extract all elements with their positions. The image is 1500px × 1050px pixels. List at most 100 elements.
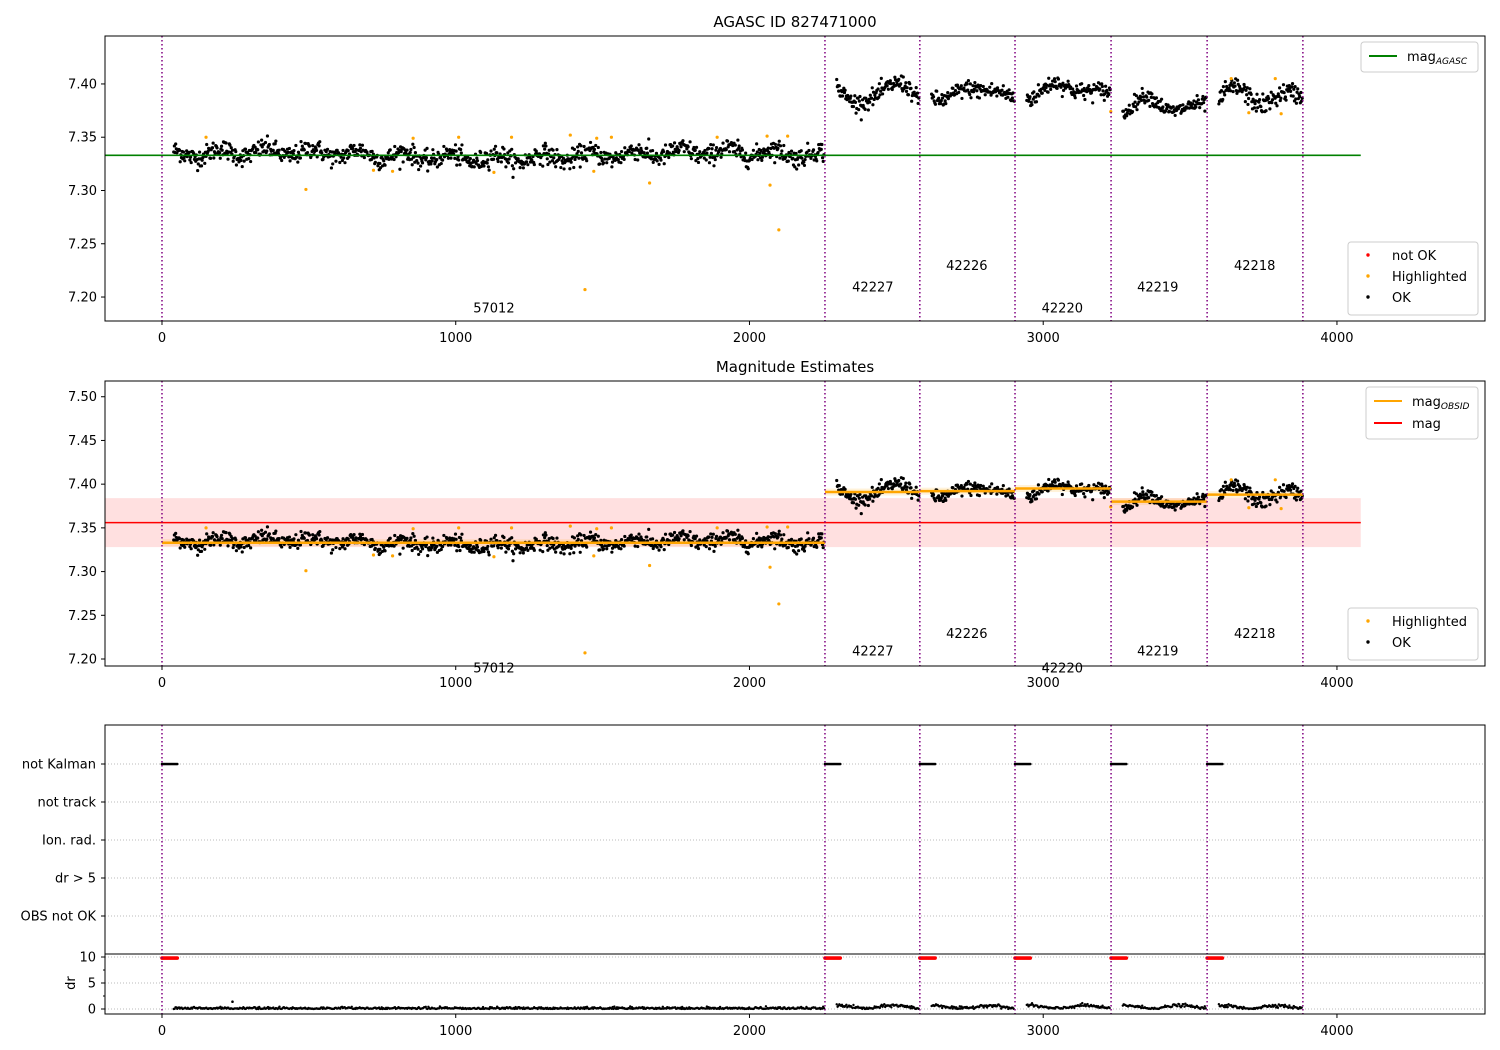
ok-point [623,146,627,150]
ok-point [1055,86,1059,90]
ok-point [705,151,709,155]
ok-point [512,167,516,171]
ok-point [904,89,909,93]
ok-point [1290,85,1294,89]
ok-point [736,138,740,142]
ok-point [435,544,439,548]
ok-point [302,536,306,540]
ok-point [1227,86,1231,90]
ok-point [588,530,593,534]
ok-point [789,537,794,541]
ok-point [661,150,666,154]
dr-point [959,1007,962,1010]
highlighted-point [568,133,572,137]
ok-point [493,533,498,537]
x-tick-label: 0 [158,1024,166,1039]
ok-point [578,550,582,554]
ok-point [260,145,264,149]
ok-point [521,551,525,555]
ok-point [972,87,976,91]
highlighted-point [583,651,587,655]
dr-point [982,1006,985,1009]
ok-point [369,157,374,162]
ok-point [627,538,631,542]
ok-point [933,499,938,503]
ok-point [489,537,493,541]
ok-point [1028,95,1032,99]
ok-point [187,150,191,154]
ok-point [200,158,204,162]
ok-point [692,145,696,150]
ok-point [647,137,651,141]
ok-point [181,150,186,154]
ok-point [776,535,780,539]
ok-point [1049,87,1053,91]
ok-point [773,142,777,146]
ok-point [1121,504,1126,509]
ok-point [637,532,641,536]
ok-point [758,151,762,155]
ok-point [1223,480,1227,484]
ok-point [815,159,819,163]
ok-point [755,150,759,154]
highlighted-point [1229,77,1233,81]
ok-point [709,143,713,147]
ok-point [1236,479,1240,483]
ok-point [429,548,433,552]
ok-point [218,151,222,155]
ok-point [857,503,861,507]
ok-point [1268,107,1272,111]
ok-point [482,549,486,554]
ok-point [224,531,228,535]
ok-point [334,545,338,550]
ok-point [682,150,686,154]
ok-point [280,158,284,163]
ok-point [524,160,529,164]
ok-point [800,156,804,160]
ok-point [410,548,414,553]
ok-point [965,82,969,86]
ok-point [703,148,707,153]
ok-point [329,551,334,555]
ok-point [287,146,292,151]
ok-point [835,478,839,483]
ok-point [218,156,222,160]
ok-point [360,143,365,147]
highlighted-point [609,135,614,139]
x-tick-label: 2000 [733,1024,766,1039]
ok-point [383,163,387,167]
dr-point [840,1003,844,1007]
ok-point [909,86,913,90]
dr-point [480,1007,484,1011]
ok-point [1191,102,1195,106]
ok-point [879,89,883,93]
ok-point [346,537,350,541]
ok-point [1010,96,1014,100]
ok-point [341,148,345,153]
ok-point [411,155,416,159]
ok-point [440,545,445,549]
ok-point [1034,100,1039,104]
ok-point [513,161,518,165]
ok-point [977,96,982,100]
ok-point [897,478,901,483]
ok-point [199,549,204,553]
ok-point [412,145,416,150]
ok-point [696,546,701,551]
ok-point [1101,89,1105,93]
ok-point [960,494,964,498]
ok-point [1257,98,1262,102]
ok-point [1298,94,1302,99]
ok-point [901,476,905,481]
ok-point [399,149,403,154]
y-tick-label: 7.40 [68,77,97,92]
ok-point [1232,81,1236,85]
ok-point [1000,88,1004,92]
category-label: not track [37,796,96,811]
ok-point [1135,503,1139,507]
ok-point [440,158,445,162]
ok-point [714,534,719,538]
ok-point [340,158,345,163]
ok-point [582,144,586,149]
ok-point [971,90,976,94]
